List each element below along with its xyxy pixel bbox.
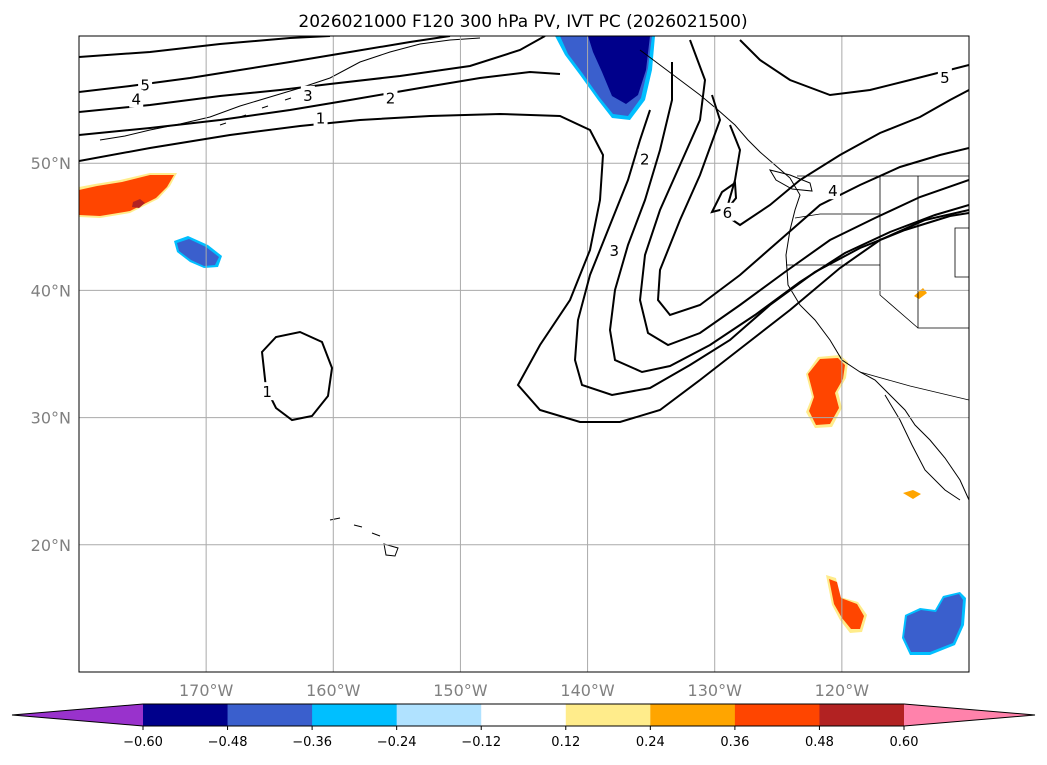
chart-title: 2026021000 F120 300 hPa PV, IVT PC (2026… [298, 12, 747, 32]
contour-label: 2 [386, 89, 396, 107]
contour-label-halo [260, 382, 275, 401]
colorbar-tick-label: 0.48 [805, 735, 834, 750]
lat-tick-label: 30°N [31, 409, 71, 428]
colorbar-tick-label: −0.48 [208, 735, 248, 750]
alaska-peninsula-coast [99, 37, 481, 141]
us-mexico-border [859, 371, 969, 401]
lon-tick-label: 120°W [815, 681, 870, 700]
lon-tick-label: 130°W [688, 681, 743, 700]
pv-contour-2-upper [79, 70, 561, 136]
contour-label-halo [300, 85, 315, 104]
contour-label: 4 [828, 182, 838, 200]
colorbar-extend-low [12, 704, 143, 726]
contour-label-halo [720, 202, 735, 221]
pv-contour-1-closed [260, 330, 334, 422]
contour-label: 3 [303, 87, 313, 105]
contour-label-halo [937, 67, 952, 86]
lon-tick-label: 150°W [433, 681, 488, 700]
lat-tick-label: 20°N [31, 536, 71, 555]
pv-contour-3-upper [79, 36, 546, 113]
graticule [79, 36, 969, 672]
positive-anomaly-west-core [132, 199, 145, 208]
contour-label: 3 [609, 242, 619, 260]
colorbar-tick-label: −0.12 [461, 735, 501, 750]
pv-contour-5 [79, 36, 331, 58]
colorbar-tick-label: 0.36 [720, 735, 749, 750]
political-borders [786, 175, 969, 401]
vancouver-island [768, 169, 813, 192]
colorbar-segment [143, 704, 229, 726]
colorbar-tick-label: 0.24 [636, 735, 665, 750]
positive-anomaly-west [79, 175, 174, 216]
negative-anomaly-gulf-core [588, 36, 650, 104]
positive-anomaly-socal [808, 358, 845, 425]
contour-label: 1 [262, 383, 272, 401]
contour-label: 5 [940, 69, 950, 87]
alaska-panhandle-coast [639, 49, 791, 179]
lon-tick-label: 160°W [306, 681, 361, 700]
positive-anomaly-south [829, 579, 864, 629]
colorbar-tick-label: −0.36 [292, 735, 332, 750]
colorbar-tick-label: 0.60 [890, 735, 919, 750]
contour-label: 5 [140, 77, 150, 95]
colorbar-segment [481, 704, 567, 726]
contour-label-halo [383, 88, 398, 107]
map-frame [78, 35, 970, 673]
contour-label: 6 [723, 204, 733, 222]
negative-anomaly-southeast [904, 594, 963, 652]
positive-anomaly-baja-small [903, 490, 921, 499]
pv-contour-6-east [723, 89, 969, 227]
hawaii-islands [329, 517, 399, 557]
pv-contours [79, 36, 969, 423]
colorbar-segment [396, 704, 482, 726]
pv-contour-outer-east [739, 39, 969, 97]
contour-label-halo [313, 108, 328, 127]
colorbar-segment [312, 704, 398, 726]
colorbar-segment [227, 704, 313, 726]
contour-label-halo [825, 181, 840, 200]
pv-contour-2 [573, 109, 969, 397]
nevada-border [879, 265, 919, 329]
lon-tick-labels: 170°W 160°W 150°W 140°W 130°W 120°W [179, 681, 869, 700]
contour-label-halo [607, 240, 622, 259]
lat-tick-label: 50°N [31, 154, 71, 173]
pv-contour-5-east [656, 94, 969, 317]
contour-label: 2 [640, 150, 650, 168]
pv-contour-3 [608, 62, 969, 374]
washington-oregon-border [794, 213, 880, 219]
baja-coast [884, 394, 961, 501]
colorbar-segment [565, 704, 651, 726]
lat-tick-labels: 20°N 30°N 40°N 50°N [31, 154, 71, 555]
map-background [79, 36, 969, 672]
colorbar-tick-label: −0.60 [123, 735, 163, 750]
colorbar-segment [819, 704, 905, 726]
negative-anomaly-midpacific-core [177, 239, 219, 266]
colorbar-tick-label: 0.12 [551, 735, 580, 750]
contour-label-halo [138, 75, 153, 94]
lon-tick-label: 170°W [179, 681, 234, 700]
colorbar-segment [734, 704, 820, 726]
lon-tick-label: 140°W [560, 681, 615, 700]
colorbar-extend-high [904, 704, 1035, 726]
contour-label: 1 [316, 110, 326, 128]
lat-tick-label: 40°N [31, 281, 71, 300]
colorbar-segment [650, 704, 736, 726]
contour-label: 4 [131, 91, 141, 109]
pv-contour-4 [638, 39, 969, 347]
pv-contour-1-upper [79, 112, 969, 423]
colorbar-tick-label: −0.24 [377, 735, 417, 750]
ivt-fill-layer [79, 36, 966, 655]
contour-label-halo [637, 149, 652, 168]
contour-label-halo [129, 89, 144, 108]
colorbar: −0.60 −0.48 −0.36 −0.24 −0.12 0.12 0.24 0.36 0.4… [11, 703, 1036, 750]
